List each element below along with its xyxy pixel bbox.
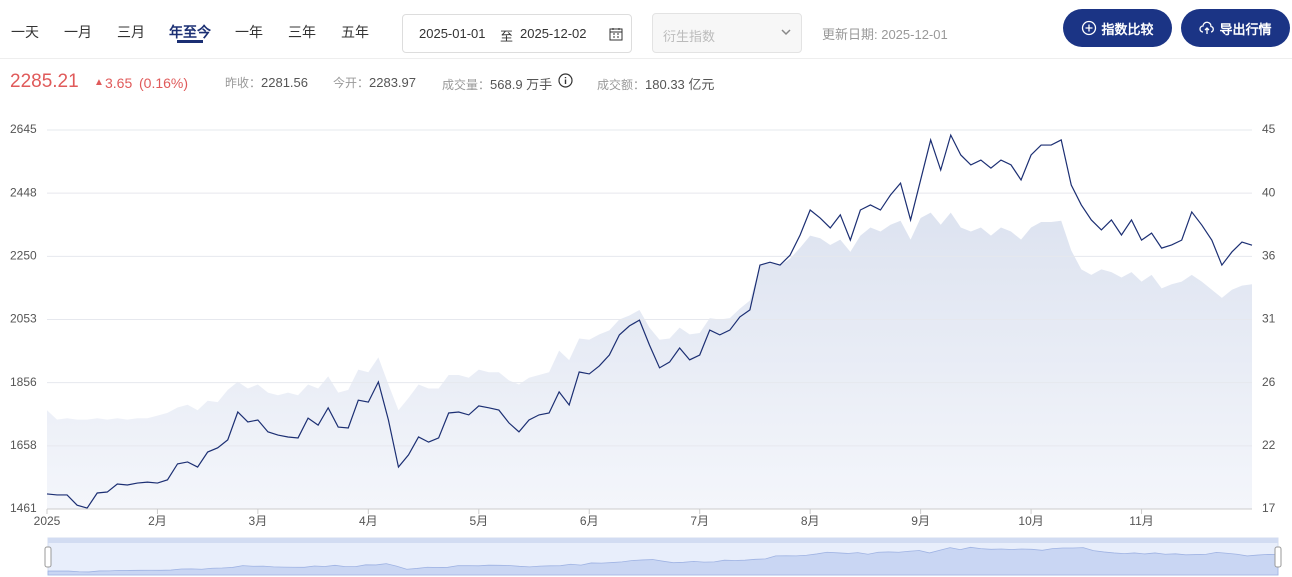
x-tick-label: 5月 [469,514,488,528]
y2-tick-label: 40 [1262,185,1276,199]
navigator-top [48,538,1278,543]
y2-tick-label: 45 [1262,122,1276,136]
button-label: 指数比较 [1101,21,1154,37]
stat: 昨收：2281.56 [225,74,308,92]
line [46,133,1253,509]
x-tick-label: 7月 [690,514,709,528]
select-placeholder: 衍生指数 [663,29,716,44]
compare-button[interactable]: 指数比较 [1063,9,1172,47]
tab[interactable]: 一年 [235,24,263,40]
x-tick-label: 2月 [148,514,167,528]
x-tick-label: 11月 [1129,514,1153,528]
change: 3.65 [105,75,133,91]
x-tick-label: 9月 [911,514,930,528]
y-tick-label: 1856 [10,375,37,389]
navigator-area [47,546,1279,576]
area [47,212,1252,509]
tab-underline [177,40,203,43]
stat-value: 2283.97 [369,75,417,90]
y2-tick-label: 22 [1262,438,1276,452]
stat-label: 成交量： [442,78,491,92]
x-tick-label: 6月 [580,514,599,528]
tab[interactable]: 三月 [117,24,145,40]
price: 2285.21 [10,71,79,92]
info-icon[interactable] [558,73,573,88]
chevron [781,29,791,36]
button-label: 导出行情 [1219,21,1272,37]
date-end: 2025-12-02 [520,26,587,41]
select[interactable]: 衍生指数 [652,13,802,53]
plus-icon [1082,20,1097,36]
y-tick-label: 1461 [10,501,37,515]
navigator-handle[interactable] [44,546,52,568]
y-tick-label: 2448 [10,185,37,199]
stat: 今开：2283.97 [333,74,416,92]
stat: 成交额：180.33 亿元 [597,74,714,94]
tab[interactable]: 三年 [288,24,316,40]
y2-tick-label: 17 [1262,501,1276,515]
y2-tick-label: 36 [1262,248,1276,262]
tab[interactable]: 五年 [341,24,369,40]
change-pct: (0.16%) [139,75,189,91]
date-range[interactable]: 2025-01-01 至 2025-12-02 [402,14,632,53]
up-arrow: ▲ [94,77,104,88]
divider [0,58,1292,59]
stat-value: 568.9 万手 [490,77,553,92]
stat-label: 成交额： [597,78,646,92]
stat-value: 2281.56 [261,75,309,90]
stat-value: 180.33 亿元 [645,77,715,92]
y-tick-label: 1658 [10,438,37,452]
y-tick-label: 2250 [10,249,37,263]
y2-tick-label: 26 [1262,375,1276,389]
x-tick-label: 4月 [359,514,378,528]
x-tick-label: 10月 [1018,514,1043,528]
x-tick-label: 8月 [801,514,820,528]
stat-label: 昨收： [225,76,262,90]
export-button[interactable]: 导出行情 [1181,9,1290,47]
calendar-icon [609,28,623,41]
stat: 成交量：568.9 万手 [442,74,552,94]
y-tick-label: 2053 [10,312,37,326]
date-start: 2025-01-01 [419,26,486,41]
navigator-handle[interactable] [1274,546,1282,568]
y2-tick-label: 31 [1262,312,1276,326]
cloud-icon [1199,21,1215,34]
tab[interactable]: 一月 [64,24,92,40]
y-tick-label: 2645 [10,122,37,136]
update-date: 更新日期: 2025-12-01 [822,27,948,42]
x-tick-label: 3月 [249,514,268,528]
date-sep: 至 [500,29,514,44]
tab[interactable]: 年至今 [169,24,211,40]
tab[interactable]: 一天 [11,24,39,40]
stat-label: 今开： [333,76,370,90]
x-tick-label: 2025 [34,514,61,528]
